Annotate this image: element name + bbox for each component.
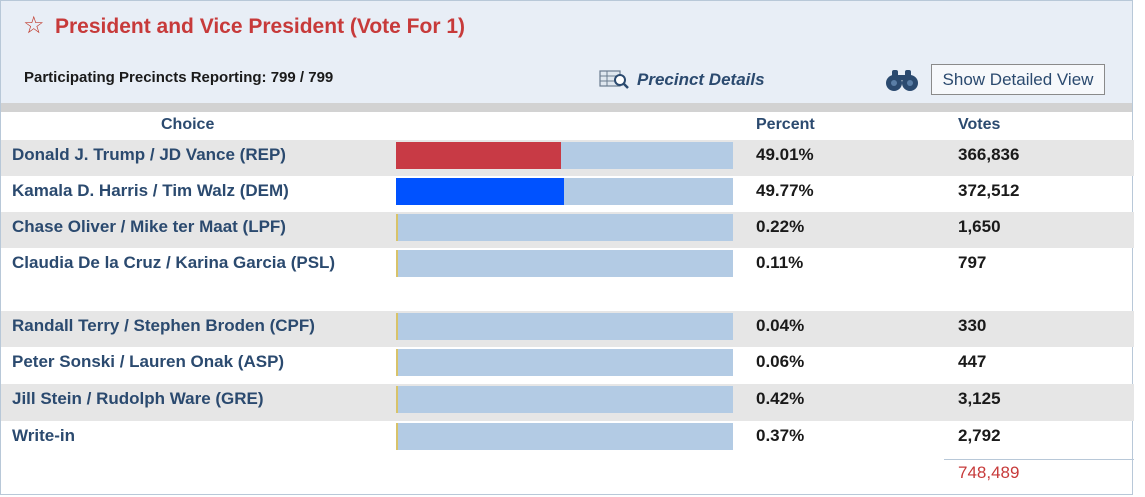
- table-row: Claudia De la Cruz / Karina Garcia (PSL)…: [1, 248, 1134, 311]
- vote-share-fill: [396, 313, 398, 340]
- binoculars-icon[interactable]: [885, 68, 919, 92]
- votes-value: 1,650: [958, 217, 1001, 236]
- table-row: Write-in 0.37% 2,792: [1, 421, 1134, 457]
- votes-value: 372,512: [958, 181, 1020, 200]
- percent-value: 0.11%: [756, 253, 804, 272]
- candidate-name: Donald J. Trump / JD Vance (REP): [12, 145, 286, 164]
- vote-share-bar: [396, 386, 733, 413]
- vote-share-fill: [396, 423, 398, 450]
- vote-share-fill: [396, 386, 398, 413]
- table-row: Jill Stein / Rudolph Ware (GRE) 0.42% 3,12…: [1, 384, 1134, 421]
- vote-share-bar: [396, 349, 733, 376]
- table-row: Kamala D. Harris / Tim Walz (DEM) 49.77% 3…: [1, 176, 1134, 212]
- contest-header: ☆ President and Vice President (Vote For…: [1, 1, 1132, 103]
- vote-share-fill: [396, 214, 398, 241]
- percent-value: 49.01%: [756, 145, 814, 164]
- candidate-name: Claudia De la Cruz / Karina Garcia (PSL): [12, 253, 336, 272]
- candidate-name: Randall Terry / Stephen Broden (CPF): [12, 316, 315, 335]
- vote-share-fill: [396, 250, 398, 277]
- percent-value: 0.37%: [756, 426, 805, 445]
- candidate-name: Jill Stein / Rudolph Ware (GRE): [12, 389, 264, 408]
- percent-value: 0.04%: [756, 316, 805, 335]
- contest-title: President and Vice President (Vote For 1…: [55, 15, 466, 38]
- candidate-name: Write-in: [12, 426, 75, 445]
- percent-value: 49.77%: [756, 181, 814, 200]
- vote-share-bar: [396, 250, 733, 277]
- percent-value: 0.06%: [756, 352, 805, 371]
- total-votes: 748,489: [958, 463, 1020, 482]
- candidate-name: Chase Oliver / Mike ter Maat (LPF): [12, 217, 286, 236]
- vote-share-bar: [396, 214, 733, 241]
- column-header-votes: Votes: [958, 116, 1001, 133]
- votes-value: 330: [958, 316, 987, 335]
- table-row: Donald J. Trump / JD Vance (REP) 49.01% 36…: [1, 140, 1134, 176]
- column-header-choice: Choice: [161, 116, 215, 133]
- vote-share-fill: [396, 349, 398, 376]
- vote-share-bar: [396, 423, 733, 450]
- precinct-details-link[interactable]: Precinct Details: [637, 70, 765, 89]
- page-edge: [1134, 0, 1145, 497]
- precinct-details-icon[interactable]: [599, 69, 629, 89]
- votes-value: 2,792: [958, 426, 1001, 445]
- percent-value: 0.22%: [756, 217, 805, 236]
- favorite-star-icon[interactable]: ☆: [23, 12, 45, 39]
- votes-value: 3,125: [958, 389, 1001, 408]
- vote-share-fill: [396, 142, 561, 169]
- percent-value: 0.42%: [756, 389, 805, 408]
- table-row: Peter Sonski / Lauren Onak (ASP) 0.06% 447: [1, 347, 1134, 384]
- table-row: Randall Terry / Stephen Broden (CPF) 0.04…: [1, 311, 1134, 347]
- votes-value: 366,836: [958, 145, 1020, 164]
- total-divider: [944, 459, 1134, 460]
- column-header-percent: Percent: [756, 116, 815, 133]
- table-row: Chase Oliver / Mike ter Maat (LPF) 0.22% 1…: [1, 212, 1134, 248]
- candidate-name: Peter Sonski / Lauren Onak (ASP): [12, 352, 285, 371]
- vote-share-bar: [396, 178, 733, 205]
- candidate-name: Kamala D. Harris / Tim Walz (DEM): [12, 181, 289, 200]
- vote-share-bar: [396, 313, 733, 340]
- vote-share-fill: [396, 178, 564, 205]
- votes-value: 447: [958, 352, 987, 371]
- votes-value: 797: [958, 253, 987, 272]
- show-detailed-view-button[interactable]: Show Detailed View: [931, 64, 1105, 95]
- vote-share-bar: [396, 142, 733, 169]
- precincts-reporting: Participating Precincts Reporting: 799 /…: [24, 69, 334, 86]
- header-divider: [1, 103, 1132, 112]
